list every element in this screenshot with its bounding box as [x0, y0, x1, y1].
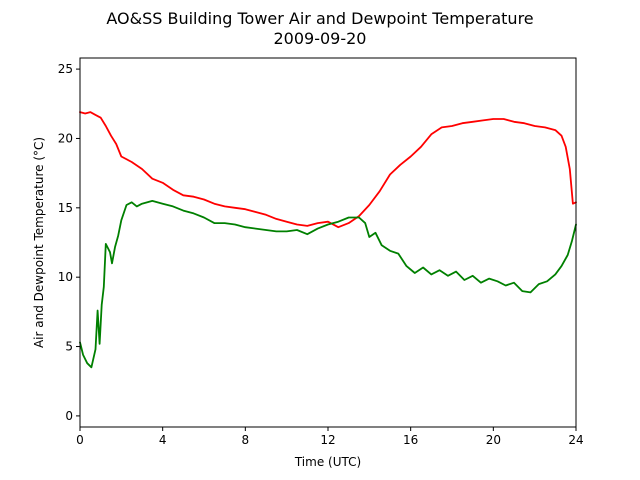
- x-tick-label: 12: [320, 433, 335, 447]
- series-line-2: [79, 200, 577, 369]
- series-line-1: [79, 111, 577, 229]
- y-tick-label: 15: [58, 201, 73, 215]
- y-tick-label: 10: [58, 270, 73, 284]
- y-axis-ticks: 0 5 10 15 20 25: [58, 62, 80, 423]
- chart-subtitle: 2009-09-20: [274, 29, 367, 48]
- x-tick-label: 4: [159, 433, 167, 447]
- y-tick-label: 20: [58, 131, 73, 145]
- series-layer: [79, 111, 577, 369]
- y-axis-label: Air and Dewpoint Temperature (°C): [32, 137, 46, 348]
- x-axis-label: Time (UTC): [294, 455, 361, 469]
- plot-frame: [79, 57, 577, 428]
- x-tick-label: 16: [403, 433, 418, 447]
- x-tick-label: 0: [76, 433, 84, 447]
- y-tick-label: 25: [58, 62, 73, 76]
- x-tick-label: 20: [486, 433, 501, 447]
- x-axis-ticks: 0 4 8 12 16 20 24: [76, 427, 584, 447]
- chart-title: AO&SS Building Tower Air and Dewpoint Te…: [106, 9, 533, 28]
- x-tick-label: 8: [242, 433, 250, 447]
- y-tick-label: 5: [65, 340, 73, 354]
- y-tick-label: 0: [65, 409, 73, 423]
- x-tick-label: 24: [568, 433, 583, 447]
